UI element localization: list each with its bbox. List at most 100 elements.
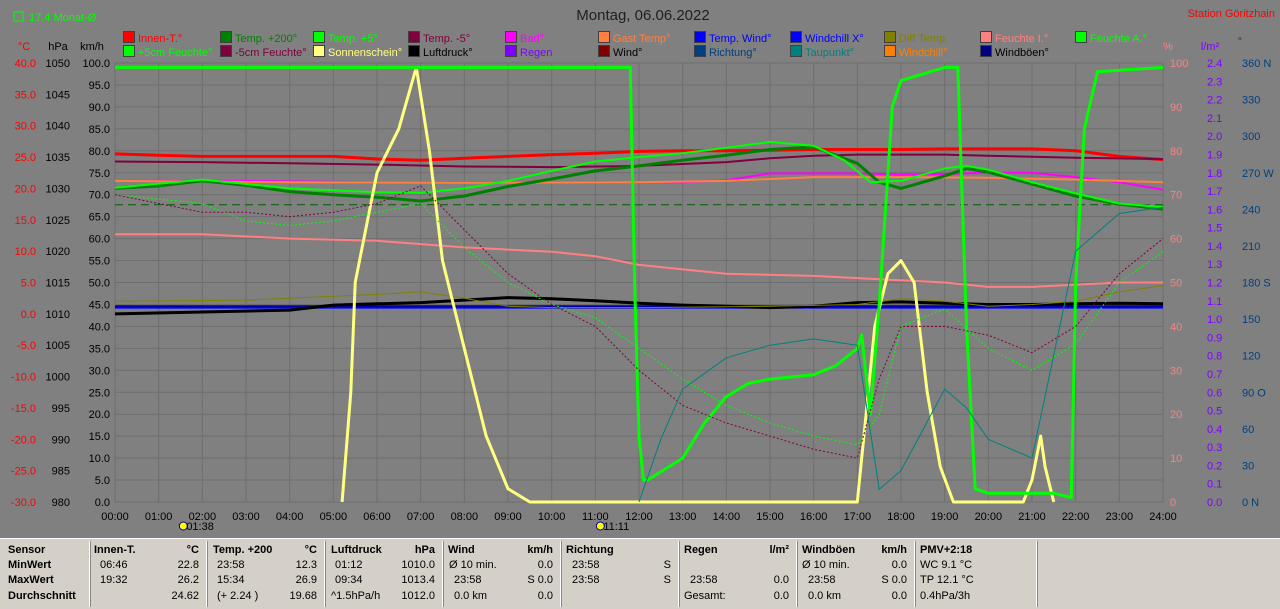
rain-axis-label: 1.9: [1207, 149, 1222, 161]
legend-item[interactable]: Temp. +200°: [220, 31, 297, 46]
legend-item[interactable]: Windböen°: [980, 45, 1049, 60]
stats-boeen-avg: 0.0: [891, 590, 907, 602]
station-name: Station Göritzhain: [1188, 8, 1275, 20]
legend-swatch: [220, 31, 232, 43]
legend-item[interactable]: Feuchte I.°: [980, 31, 1048, 46]
legend-item[interactable]: Regen: [505, 45, 552, 60]
stats-innen-max-val: 26.2: [177, 574, 199, 586]
legend-item[interactable]: Sonnenschein°: [313, 45, 402, 60]
humidity-axis-label: 0: [1170, 497, 1176, 509]
legend-swatch: [694, 31, 706, 43]
stats-regen-total: 0.0: [773, 590, 789, 602]
rain-axis-label: 0.5: [1207, 406, 1222, 418]
stats-innen-min-time: 06:46: [100, 559, 128, 571]
legend-item[interactable]: Diff Temp.: [884, 31, 948, 46]
stats-temp-unit: °C: [304, 544, 317, 556]
x-tick-label: 24:00: [1149, 511, 1177, 523]
wind-axis-label: 0.0: [95, 497, 110, 509]
direction-axis-label: 120: [1242, 351, 1260, 363]
legend-item[interactable]: -5cm Feuchte°: [220, 45, 307, 60]
x-tick-label: 14:00: [713, 511, 741, 523]
direction-axis-label: 90 O: [1242, 387, 1266, 399]
legend-item[interactable]: Taupunkt°: [790, 45, 854, 60]
series-line: [114, 145, 1164, 211]
wind-axis-label: 65.0: [89, 212, 110, 224]
legend-label: Feuchte A.°: [1090, 33, 1147, 45]
legend-swatch: [313, 31, 325, 43]
stats-boeen: Windböen km/h Ø 10 min. 0.0 23:58 S 0.0 …: [797, 539, 913, 609]
stats-temp-min-time: 23:58: [217, 559, 245, 571]
pressure-axis-label: 1025: [46, 215, 70, 227]
legend-swatch: [790, 31, 802, 43]
temp-axis-label: 5.0: [21, 278, 36, 290]
rain-axis-label: 2.1: [1207, 113, 1222, 125]
chart-title: Montag, 06.06.2022: [576, 7, 709, 24]
legend-item[interactable]: Windchill X°: [790, 31, 864, 46]
legend-item[interactable]: +5cm Feuchte°: [123, 45, 212, 60]
legend-label: Temp. +200°: [235, 33, 298, 45]
pressure-axis-label: 995: [52, 403, 70, 415]
legend-item[interactable]: Temp. +5°: [313, 31, 378, 46]
stats-temp-max-val: 26.9: [295, 574, 317, 586]
legend-item[interactable]: Feuchte A.°: [1075, 31, 1147, 46]
stats-pmv: PMV+2:18 WC 9.1 °C TP 12.1 °C 0.4hPa/3h: [915, 539, 1035, 609]
stats-luft-title: Luftdruck: [331, 544, 382, 556]
wind-axis-label: 30.0: [89, 365, 110, 377]
legend-item[interactable]: Temp. -5°: [408, 31, 470, 46]
stats-regen-total-label: Gesamt:: [684, 590, 726, 602]
x-tick-label: 05:00: [320, 511, 348, 523]
legend-item[interactable]: Innen-T.°: [123, 31, 182, 46]
legend-label: Wind°: [613, 47, 643, 59]
x-tick-label: 07:00: [407, 511, 435, 523]
legend-item[interactable]: Bad°: [505, 31, 544, 46]
series-line: [114, 185, 1164, 459]
stats-richtung-min-val: S: [663, 559, 671, 571]
stats-regen: Regen l/m² 23:58 0.0 Gesamt: 0.0: [679, 539, 795, 609]
rain-axis-label: 2.3: [1207, 76, 1222, 88]
wind-axis-label: 5.0: [95, 475, 110, 487]
stats-luft-min-time: 01:12: [335, 559, 363, 571]
pressure-axis-label: 1050: [46, 58, 70, 70]
rain-axis-label: 1.1: [1207, 296, 1222, 308]
stats-luft-avg: 1012.0: [401, 590, 435, 602]
stats-boeen-min-val: 0.0: [891, 559, 907, 571]
wind-axis-label: 10.0: [89, 453, 110, 465]
x-tick-label: 22:00: [1062, 511, 1090, 523]
pressure-axis-label: 990: [52, 434, 70, 446]
legend-item[interactable]: Temp. Wind°: [694, 31, 771, 46]
rain-axis-label: 0.1: [1207, 479, 1222, 491]
legend-item[interactable]: Luftdruck°: [408, 45, 473, 60]
temp-axis-label: -20.0: [11, 434, 36, 446]
legend-item[interactable]: Wind°: [598, 45, 642, 60]
x-tick-label: 17:00: [844, 511, 872, 523]
x-tick-label: 13:00: [669, 511, 697, 523]
stats-innen-unit: °C: [186, 544, 199, 556]
series-line: [115, 65, 1164, 500]
legend-label: Windböen°: [995, 47, 1049, 59]
stats-wind-min-val: 0.0: [537, 559, 553, 571]
temp-axis-label: -30.0: [11, 497, 36, 509]
stats-innen-title: Innen-T.: [94, 544, 136, 556]
legend-label: Temp. +5°: [328, 33, 378, 45]
series-line: [114, 141, 1164, 209]
stats-innen-max-time: 19:32: [100, 574, 128, 586]
legend-label: Windchill X°: [805, 33, 864, 45]
temp-axis-label: -10.0: [11, 372, 36, 384]
temp-axis-label: 25.0: [15, 152, 36, 164]
legend-item[interactable]: Windchill°: [884, 45, 947, 60]
legend-label: Bad°: [520, 33, 544, 45]
stats-label-avg: Durchschnitt: [8, 590, 76, 602]
direction-axis-label: 360 N: [1242, 58, 1271, 70]
legend-item[interactable]: Gast Temp°: [598, 31, 670, 46]
legend: Innen-T.° Temp. +200° Temp. +5° Temp. -5° Ba…: [0, 0, 1280, 62]
direction-axis-label: 150: [1242, 314, 1260, 326]
direction-axis-title: °: [1238, 36, 1242, 48]
direction-axis-label: 180 S: [1242, 278, 1271, 290]
x-tick-label: 08:00: [451, 511, 479, 523]
temp-axis-label: -15.0: [11, 403, 36, 415]
stats-pmv-title: PMV+2:18: [920, 544, 973, 556]
x-tick-label: 06:00: [363, 511, 391, 523]
legend-swatch: [980, 31, 992, 43]
marker-label: 11:11: [603, 521, 629, 533]
legend-item[interactable]: Richtung°: [694, 45, 757, 60]
